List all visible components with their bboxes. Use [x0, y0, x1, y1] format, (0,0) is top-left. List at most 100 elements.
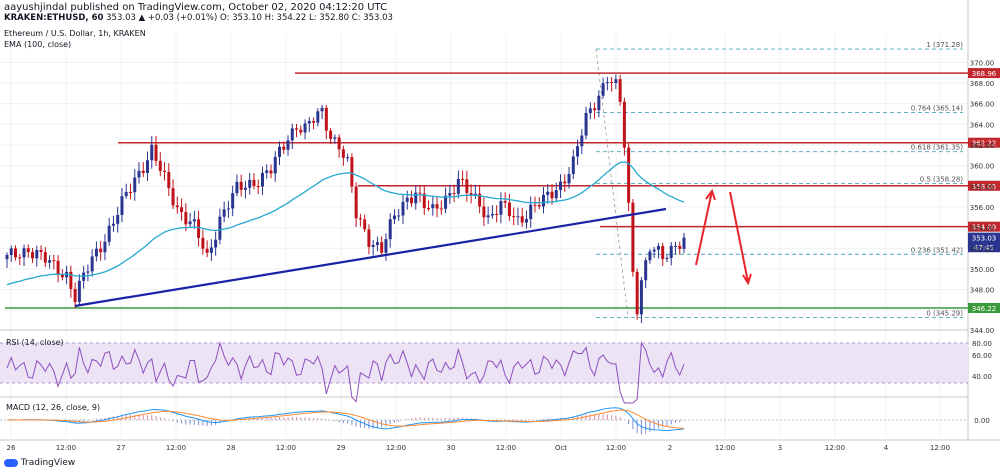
candle-body — [346, 157, 350, 159]
candle-body — [533, 204, 537, 206]
candle-body — [316, 111, 320, 123]
candle-body — [465, 179, 469, 194]
candle-body — [605, 82, 609, 84]
candle-body — [218, 216, 222, 240]
candle-body — [678, 245, 682, 249]
candle-body — [94, 248, 98, 257]
candle-body — [192, 219, 196, 222]
up-arrow-shaft — [695, 190, 713, 266]
candle-body — [137, 170, 141, 178]
candle-body — [52, 260, 56, 262]
candle-body — [209, 247, 213, 253]
candle-body — [456, 178, 460, 194]
fib-label: 0.764 (365.14) — [911, 105, 963, 113]
time-axis-label: 29 — [337, 444, 346, 452]
candle-body — [452, 193, 456, 195]
candle-body — [610, 82, 614, 84]
candle-body — [22, 248, 26, 258]
candle-body — [601, 83, 605, 96]
candle-body — [307, 120, 311, 124]
candle-body — [550, 191, 554, 199]
fib-label: 0.236 (351.42) — [911, 246, 963, 254]
candle-body — [490, 213, 494, 216]
candle-body — [367, 229, 371, 247]
macd-legend[interactable]: MACD (12, 26, close, 9) — [6, 403, 101, 412]
candle-body — [614, 79, 618, 84]
candle-body — [286, 140, 290, 150]
candle-body — [648, 251, 652, 261]
candle-body — [524, 219, 528, 223]
indicator-axis-label: 60.00 — [972, 352, 992, 360]
candle-body — [537, 205, 541, 207]
price-tag-bg — [968, 68, 1000, 79]
fib-label: 1 (371.28) — [926, 41, 963, 49]
candle-body — [350, 157, 354, 187]
symbol[interactable]: KRAKEN:ETHUSD, 60 — [4, 13, 104, 23]
candle-body — [14, 248, 18, 258]
candle-body — [239, 181, 243, 190]
ascending-trendline[interactable] — [74, 207, 667, 308]
candle-body — [278, 146, 282, 157]
symbol-ohlc-line: KRAKEN:ETHUSD, 60 353.03 ▲ +0.03 (+0.01%… — [4, 13, 393, 23]
rsi-band — [0, 342, 968, 384]
price-tag-text: 47:45 — [974, 244, 994, 252]
candle-body — [597, 95, 601, 111]
candle-body — [397, 215, 401, 217]
price-axis-label: 360.00 — [970, 163, 995, 171]
candle-body — [656, 246, 660, 250]
candle-body — [593, 108, 597, 111]
candle-body — [520, 216, 524, 223]
candle-body — [197, 219, 201, 238]
candle-body — [158, 160, 162, 171]
price-tag-text: 353.03 — [972, 235, 997, 243]
candle-body — [146, 160, 150, 174]
candle-body — [448, 193, 452, 196]
candle-body — [486, 215, 490, 218]
candle-body — [499, 201, 503, 215]
candle-body — [512, 216, 516, 218]
candle-body — [333, 137, 337, 139]
price-tag-bg — [968, 242, 1000, 253]
candle-body — [5, 254, 9, 260]
cloud-icon — [4, 458, 18, 467]
candle-body — [86, 271, 90, 273]
logo-text: TradingView — [20, 458, 76, 468]
fib-label: 0 (345.29) — [926, 310, 963, 318]
candle-body — [107, 225, 111, 242]
price-tag-text: 358.05 — [972, 183, 997, 191]
axis-labels: 370.00368.00366.00364.00362.00360.00358.… — [7, 59, 995, 452]
candle-body — [201, 237, 205, 249]
rsi-legend[interactable]: RSI (14, close) — [6, 338, 64, 347]
candle-body — [205, 248, 209, 253]
candle-body — [124, 191, 128, 197]
candle-body — [661, 246, 665, 259]
candle-body — [639, 280, 643, 315]
candle-body — [256, 186, 260, 188]
ema-legend[interactable]: EMA (100, close) — [4, 40, 72, 49]
time-axis-label: 4 — [884, 444, 889, 452]
candle-body — [188, 221, 192, 225]
ema-path — [6, 161, 685, 286]
time-axis-label: 12:00 — [276, 444, 296, 452]
price-tag-text: 368.96 — [972, 70, 997, 78]
candle-body — [171, 188, 175, 206]
price-pane[interactable] — [0, 34, 968, 326]
price-axis-label: 364.00 — [970, 121, 995, 129]
candle-body — [584, 113, 588, 136]
macd-pane[interactable] — [0, 400, 968, 438]
candle-body — [235, 181, 239, 194]
candle-body — [482, 206, 486, 218]
candle-body — [627, 147, 631, 203]
macd-signal-line — [6, 409, 685, 429]
candle-body — [269, 170, 273, 174]
candle-body — [295, 128, 299, 130]
candlestick-series — [5, 74, 686, 323]
candle-body — [635, 271, 639, 315]
candle-body — [329, 130, 333, 139]
price-tag-bg — [968, 137, 1000, 148]
candle-body — [541, 194, 545, 207]
tradingview-logo[interactable]: TradingView — [4, 458, 75, 468]
price-tag-bg — [968, 232, 1000, 243]
fibonacci-retracement[interactable] — [595, 48, 963, 319]
